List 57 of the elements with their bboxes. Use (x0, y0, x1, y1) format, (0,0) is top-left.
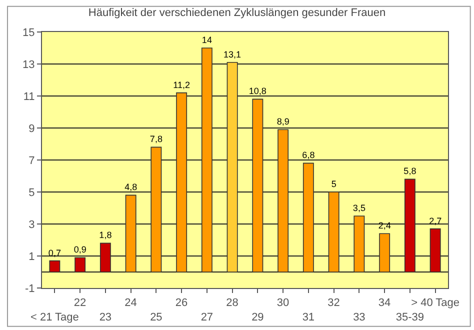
x-tick-label: 25 (150, 312, 162, 324)
y-tick-label: 9 (28, 122, 35, 135)
x-tick-label: 29 (252, 312, 264, 324)
bar (49, 260, 60, 272)
bar (278, 129, 289, 272)
x-tick-label: 27 (200, 312, 214, 324)
bar (379, 233, 390, 272)
bar (430, 228, 441, 272)
bar (404, 178, 416, 272)
x-tick-label: 23 (99, 312, 112, 324)
bar (125, 194, 136, 272)
bar (354, 216, 365, 272)
bar (74, 257, 86, 272)
chart-title: Häufigkeit der verschiedenen Zykluslängen gesunder Frauen (88, 6, 386, 19)
x-tick-label: > 40 Tage (411, 297, 460, 310)
y-tick-label: 11 (23, 90, 35, 103)
x-tick-label: 28 (226, 297, 238, 310)
x-tick-label: 34 (378, 297, 391, 310)
data-label: 2,7 (429, 216, 442, 226)
bar (252, 98, 264, 272)
y-tick-label: 13 (22, 58, 35, 71)
data-label: 4,8 (124, 182, 138, 192)
data-label: 5,8 (404, 166, 416, 176)
bar (176, 92, 188, 272)
data-label: 10,8 (248, 86, 266, 96)
bar (302, 162, 314, 272)
y-tick-label: 1 (28, 250, 35, 263)
data-label: 13,1 (224, 49, 242, 60)
bar (201, 48, 212, 272)
y-tick-label: 15 (22, 26, 35, 39)
y-tick-label: 7 (28, 154, 35, 167)
x-tick-label: 31 (302, 312, 315, 324)
data-label: 0,9 (74, 244, 86, 255)
data-label: 7,8 (150, 134, 162, 144)
y-tick-label: -1 (25, 282, 35, 295)
data-label: 1,8 (99, 230, 112, 240)
x-tick-label: 30 (276, 297, 290, 310)
data-label: 3,5 (352, 203, 366, 213)
data-label: 8,9 (276, 116, 290, 127)
x-tick-label: 32 (328, 297, 340, 310)
x-tick-label: 26 (175, 297, 188, 310)
data-label: 14 (202, 35, 212, 45)
bar (226, 62, 238, 272)
bar (150, 146, 162, 272)
x-tick-label: < 21 Tage (30, 312, 79, 324)
x-tick-label: 24 (124, 297, 137, 310)
y-tick-label: 5 (28, 186, 35, 199)
x-tick-label: 35-39 (396, 312, 424, 324)
data-label: 5 (331, 179, 336, 189)
x-tick-label: 22 (74, 297, 86, 310)
bar (100, 242, 111, 272)
y-tick-label: 3 (28, 218, 35, 231)
data-label: 6,8 (302, 150, 315, 160)
data-label: 11,2 (173, 80, 190, 90)
x-tick-label: 33 (353, 312, 366, 324)
bar (328, 192, 340, 272)
data-label: 0,7 (48, 248, 61, 258)
